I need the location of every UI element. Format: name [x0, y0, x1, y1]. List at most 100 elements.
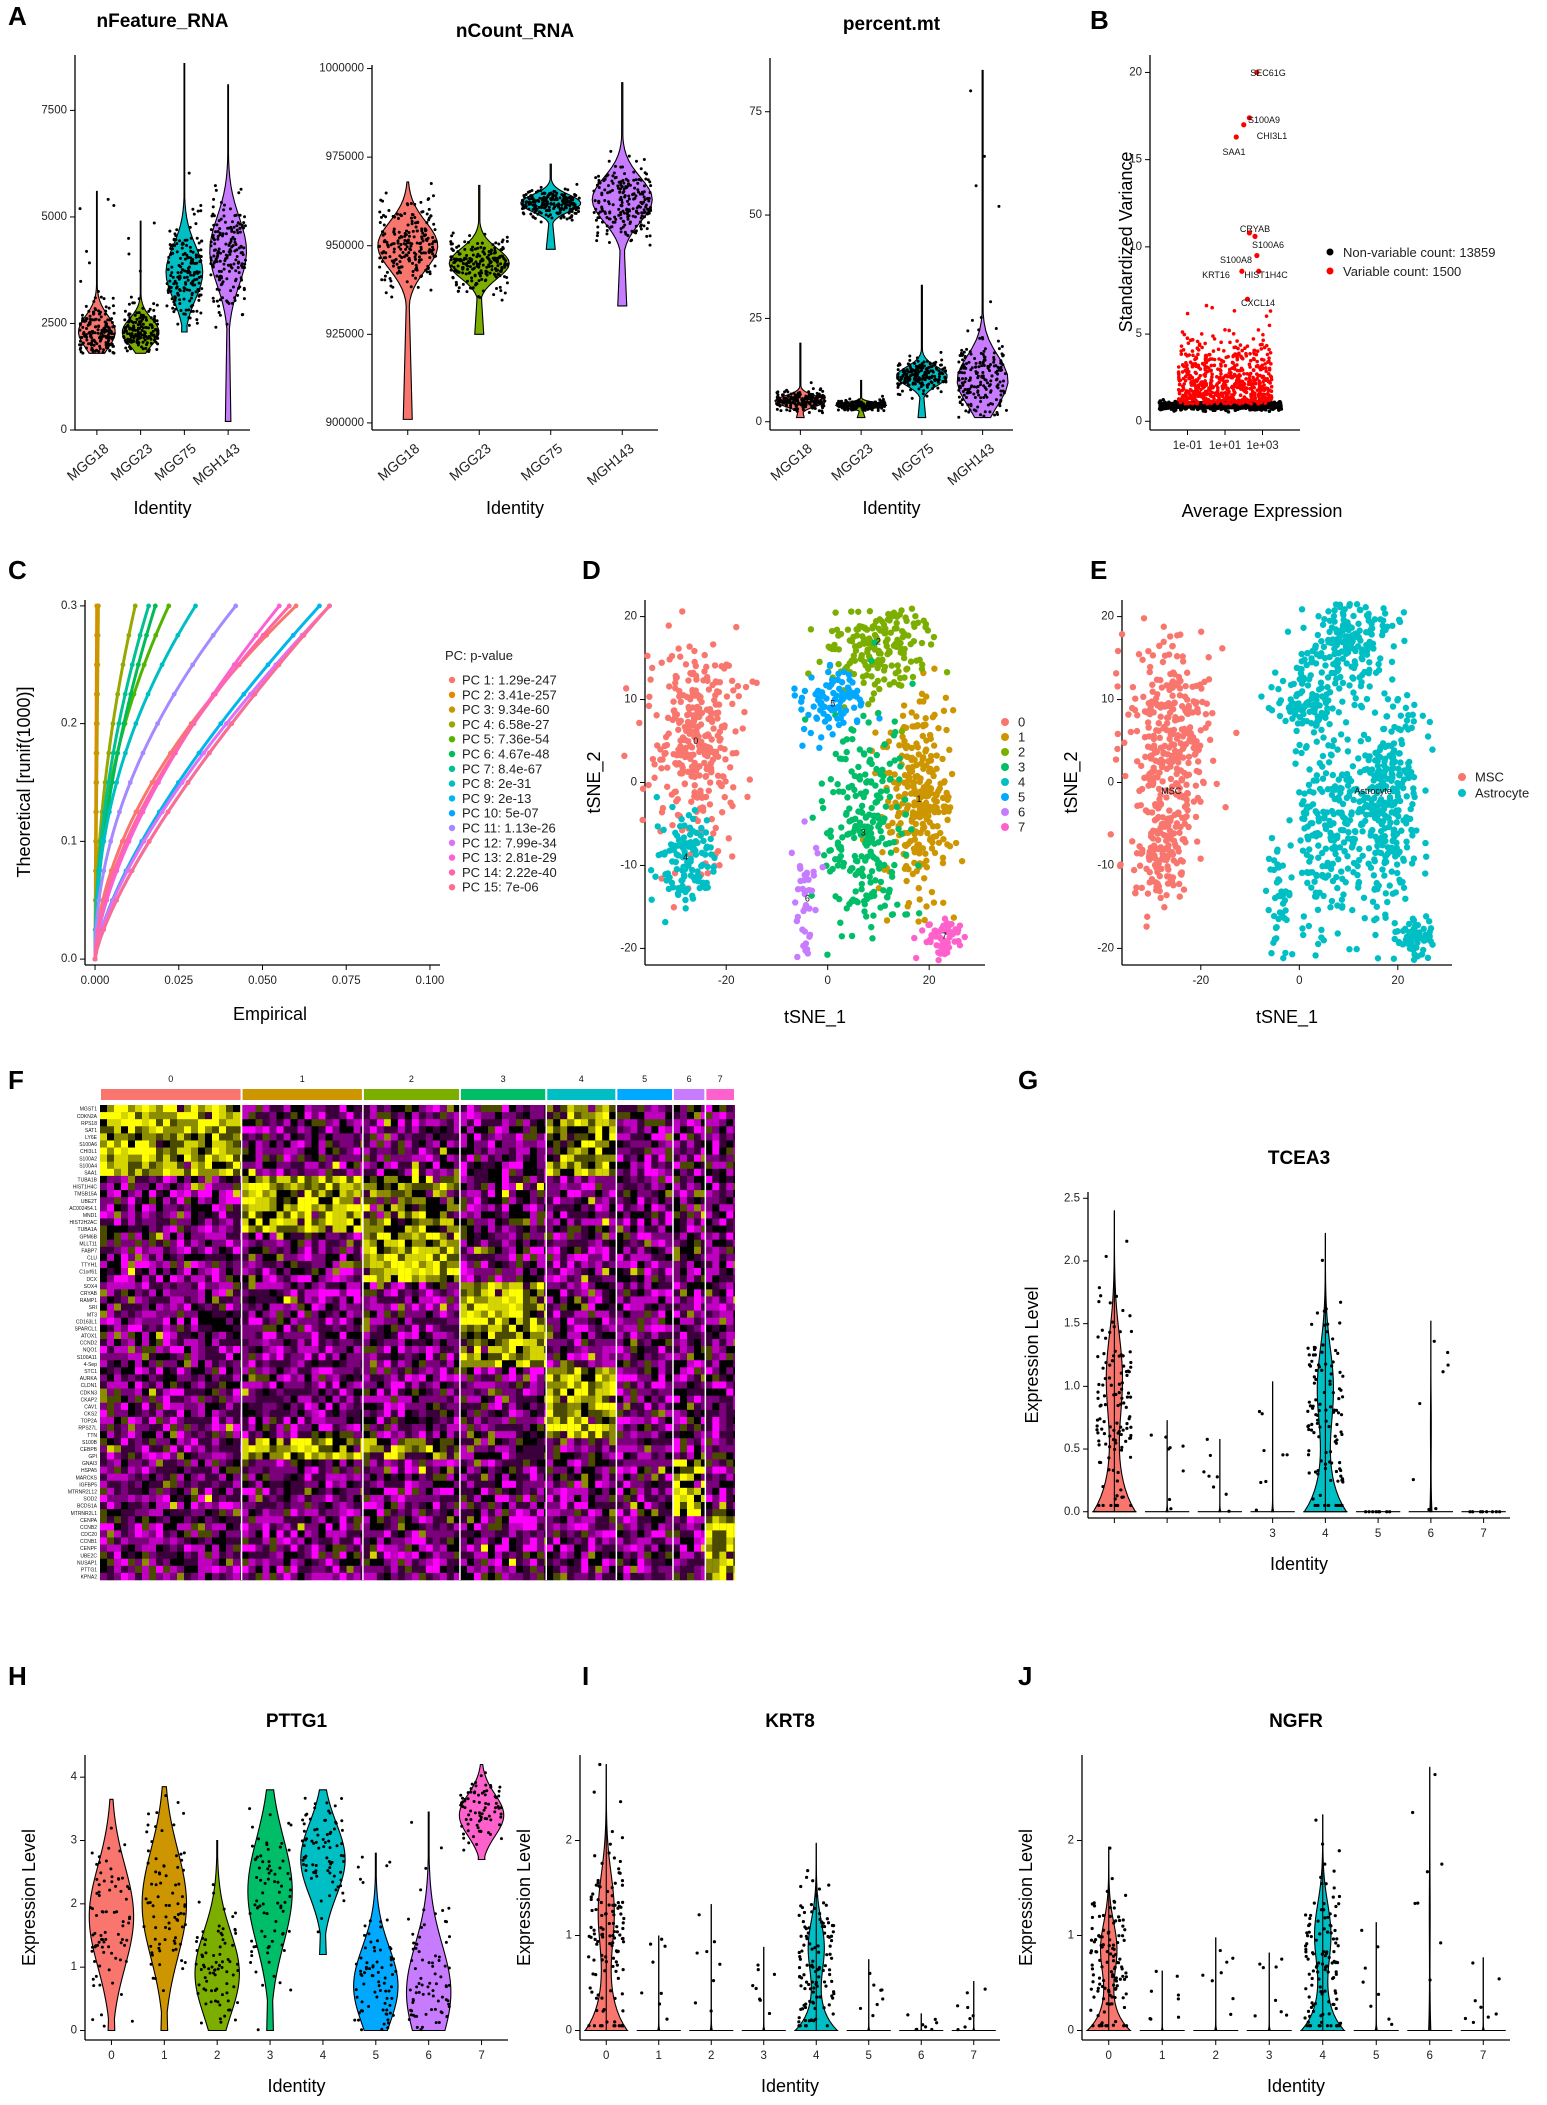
- data-point: [187, 265, 191, 269]
- data-point: [996, 413, 1000, 417]
- data-point: [596, 225, 600, 229]
- data-point: [800, 397, 804, 401]
- cell-point: [904, 665, 911, 672]
- data-point: [211, 263, 215, 267]
- data-point: [922, 389, 926, 393]
- variable-point: [1262, 345, 1267, 350]
- cell-point: [887, 629, 894, 636]
- data-point: [529, 212, 533, 216]
- data-point: [617, 207, 621, 211]
- data-point: [192, 212, 196, 216]
- data-point: [618, 190, 622, 194]
- variable-point: [1183, 364, 1188, 369]
- gene-label: CXCL14: [1241, 298, 1275, 308]
- data-point: [870, 406, 874, 410]
- data-point: [916, 373, 920, 377]
- data-point: [992, 351, 996, 355]
- data-point: [619, 165, 623, 169]
- cell-point: [742, 683, 750, 691]
- data-point: [496, 256, 500, 260]
- cell-point: [885, 822, 892, 830]
- variable-point: [1225, 391, 1230, 396]
- violin-MGG18: [77, 190, 116, 355]
- cell-point: [946, 843, 954, 850]
- data-point: [232, 262, 236, 266]
- variable-point: [1179, 352, 1184, 356]
- variable-point: [1196, 348, 1201, 352]
- data-point: [968, 378, 972, 382]
- data-point: [96, 331, 100, 335]
- variable-point: [1255, 349, 1260, 353]
- data-point: [489, 249, 493, 253]
- legend-label: PC 15: 7e-06: [462, 880, 539, 895]
- data-point: [984, 378, 988, 382]
- data-point: [490, 264, 494, 268]
- data-point: [404, 253, 408, 257]
- data-point: [465, 261, 469, 265]
- variable-point: [1189, 383, 1194, 387]
- data-point: [427, 207, 431, 211]
- data-point: [643, 210, 647, 214]
- data-point: [189, 273, 193, 277]
- data-point: [635, 206, 639, 210]
- variable-point: [1188, 387, 1193, 392]
- data-point: [128, 326, 132, 330]
- data-point: [776, 393, 780, 397]
- data-point: [498, 274, 502, 278]
- data-point: [194, 255, 198, 259]
- variable-point: [1267, 347, 1271, 352]
- data-point: [846, 408, 850, 412]
- data-point: [127, 302, 131, 306]
- variable-point: [1267, 323, 1272, 328]
- data-point: [960, 398, 964, 402]
- data-point: [563, 187, 567, 191]
- data-point: [414, 263, 418, 267]
- data-point: [479, 269, 483, 273]
- data-point: [228, 207, 232, 211]
- data-point: [479, 245, 483, 249]
- data-point: [961, 353, 965, 357]
- nonvariable-point: [1265, 405, 1269, 409]
- cell-point: [682, 661, 690, 668]
- data-point: [149, 316, 153, 320]
- variable-point: [1197, 394, 1201, 399]
- data-point: [172, 238, 176, 242]
- data-point: [613, 215, 617, 219]
- legend-marker: [448, 884, 456, 891]
- data-point: [478, 296, 482, 300]
- data-point: [487, 253, 491, 257]
- data-point: [127, 320, 131, 324]
- data-point: [384, 191, 388, 195]
- data-point: [392, 247, 396, 251]
- data-point: [175, 228, 179, 232]
- data-point: [221, 232, 225, 236]
- data-point: [489, 260, 493, 264]
- data-point: [176, 293, 180, 297]
- variable-point: [1251, 337, 1256, 341]
- data-point: [848, 397, 852, 401]
- variable-point: [1219, 340, 1223, 345]
- cell-point: [675, 645, 682, 652]
- variable-point: [1194, 388, 1199, 392]
- data-point: [503, 265, 507, 269]
- variable-point: [1262, 383, 1266, 387]
- data-point: [222, 214, 226, 218]
- nonvariable-point: [1158, 407, 1163, 412]
- cell-point: [718, 809, 726, 816]
- cell-point: [658, 765, 665, 772]
- data-point: [406, 203, 410, 207]
- data-point: [182, 297, 186, 301]
- data-point: [605, 232, 609, 236]
- data-point: [231, 244, 235, 248]
- data-point: [619, 230, 623, 234]
- data-point: [645, 234, 649, 238]
- data-point: [147, 309, 151, 313]
- data-point: [980, 375, 984, 379]
- nonvariable-point: [1226, 410, 1231, 414]
- data-point: [238, 226, 242, 230]
- legend-label: PC 8: 2e-31: [462, 776, 531, 791]
- cell-point: [712, 751, 719, 758]
- data-point: [431, 245, 435, 249]
- variable-point: [1253, 396, 1258, 400]
- data-point: [415, 266, 419, 270]
